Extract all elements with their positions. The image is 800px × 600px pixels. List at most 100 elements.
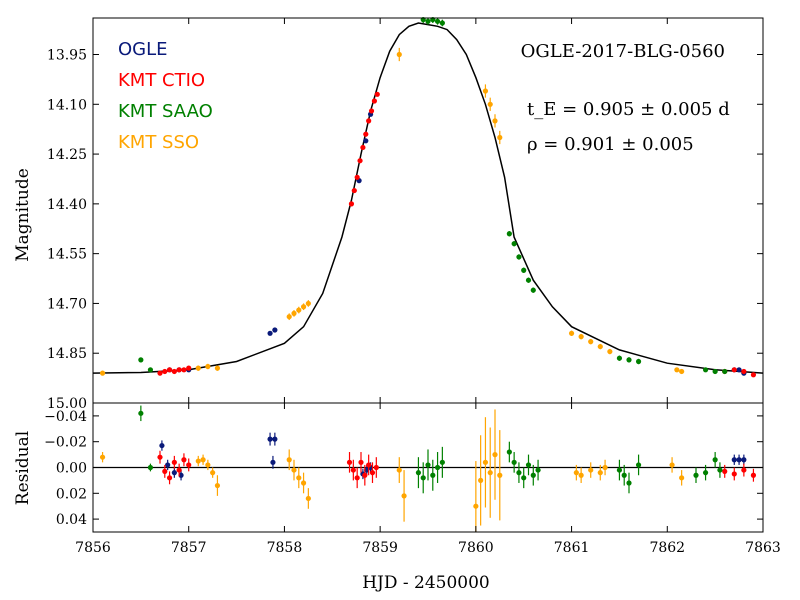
y-tick-label: 14.70 <box>47 296 87 312</box>
data-point <box>159 442 165 449</box>
data-point <box>473 503 479 509</box>
data-point <box>181 367 187 373</box>
data-point <box>607 348 613 355</box>
data-point <box>511 241 517 247</box>
data-point <box>99 370 106 376</box>
data-point <box>530 472 536 478</box>
data-point <box>525 462 532 468</box>
data-point <box>360 144 366 151</box>
data-point <box>346 459 353 465</box>
data-point <box>401 493 407 499</box>
y-tick-label: 14.10 <box>47 97 87 113</box>
data-point <box>195 458 201 464</box>
data-point <box>750 372 757 378</box>
data-point <box>741 368 747 375</box>
data-point <box>157 454 163 460</box>
residual-axis-label: Residual <box>13 431 33 505</box>
magnitude-data-points <box>99 17 757 378</box>
data-point <box>300 304 307 310</box>
data-point <box>506 449 512 455</box>
residual-data-points <box>99 405 757 532</box>
data-point <box>371 98 377 104</box>
data-point <box>305 300 311 307</box>
data-point <box>166 367 173 373</box>
data-point <box>626 357 632 363</box>
legend-entry: KMT SSO <box>118 132 199 153</box>
data-point <box>712 368 718 375</box>
data-point <box>354 174 360 180</box>
series-kmt-sso <box>99 409 685 532</box>
data-point <box>291 310 297 316</box>
data-point <box>434 464 441 471</box>
y-tick-label: 14.40 <box>47 197 87 213</box>
data-point <box>205 363 211 370</box>
data-point <box>373 464 379 471</box>
data-point <box>573 470 579 476</box>
data-point <box>165 462 171 468</box>
data-point <box>635 358 642 365</box>
data-point <box>364 467 370 473</box>
data-point <box>176 467 182 473</box>
y-tick-label: 0.02 <box>56 486 87 502</box>
data-point <box>492 452 498 458</box>
data-point <box>679 475 685 481</box>
data-point <box>616 467 623 473</box>
data-point <box>669 462 675 468</box>
y-tick-label: 0.04 <box>56 512 87 528</box>
magnitude-y-ticks: 13.95 14.10 14.25 14.40 14.55 14.70 14.85 15.00 <box>47 48 763 412</box>
data-point <box>702 367 709 373</box>
data-point <box>425 18 431 24</box>
data-point <box>516 254 522 260</box>
data-point <box>679 368 685 375</box>
residual-panel: −0.04 −0.02 0.00 0.02 0.04 <box>44 402 764 533</box>
data-point <box>693 472 699 478</box>
series-kmt-saao <box>138 405 723 494</box>
data-point <box>702 470 709 476</box>
data-point <box>722 468 728 474</box>
series-kmt-sso <box>99 47 685 376</box>
data-point <box>506 231 512 237</box>
data-point <box>99 454 106 460</box>
data-point <box>430 472 436 478</box>
data-point <box>597 470 603 476</box>
data-point <box>741 457 747 463</box>
y-tick-label: 14.85 <box>47 346 87 362</box>
x-axis-label: HJD - 2450000 <box>362 573 490 593</box>
x-axis-ticks: 7856 7857 7858 7859 7860 7861 7862 7863 <box>75 18 781 556</box>
data-point <box>296 475 302 481</box>
legend-entry: KMT SAAO <box>118 101 213 122</box>
data-point <box>348 201 355 207</box>
data-point <box>272 327 278 333</box>
data-point <box>731 457 737 463</box>
data-point <box>357 158 363 164</box>
data-point <box>478 477 484 483</box>
data-point <box>157 370 163 376</box>
series-kmt-saao <box>138 17 728 375</box>
data-point <box>578 472 584 478</box>
data-point <box>602 464 608 471</box>
data-point <box>396 467 402 473</box>
series-kmt-ctio <box>157 450 757 489</box>
y-tick-label: 14.25 <box>47 147 87 163</box>
data-point <box>358 459 364 465</box>
residual-y-ticks: −0.04 −0.02 0.00 0.02 0.04 <box>44 409 763 528</box>
magnitude-axis-label: Magnitude <box>13 168 33 262</box>
series-kmt-ctio <box>157 91 757 378</box>
data-point <box>214 365 221 371</box>
data-point <box>588 338 594 345</box>
x-tick-label: 7863 <box>745 540 781 556</box>
data-point <box>434 18 441 24</box>
data-point <box>368 108 375 114</box>
data-point <box>616 355 623 361</box>
data-point <box>366 118 372 124</box>
data-point <box>736 367 742 373</box>
data-point <box>415 470 422 476</box>
y-tick-label: 13.95 <box>47 48 87 64</box>
data-point <box>497 134 503 141</box>
data-point <box>171 459 177 465</box>
data-point <box>181 457 187 463</box>
data-point <box>205 462 211 468</box>
data-point <box>425 462 431 468</box>
data-point <box>267 330 273 336</box>
